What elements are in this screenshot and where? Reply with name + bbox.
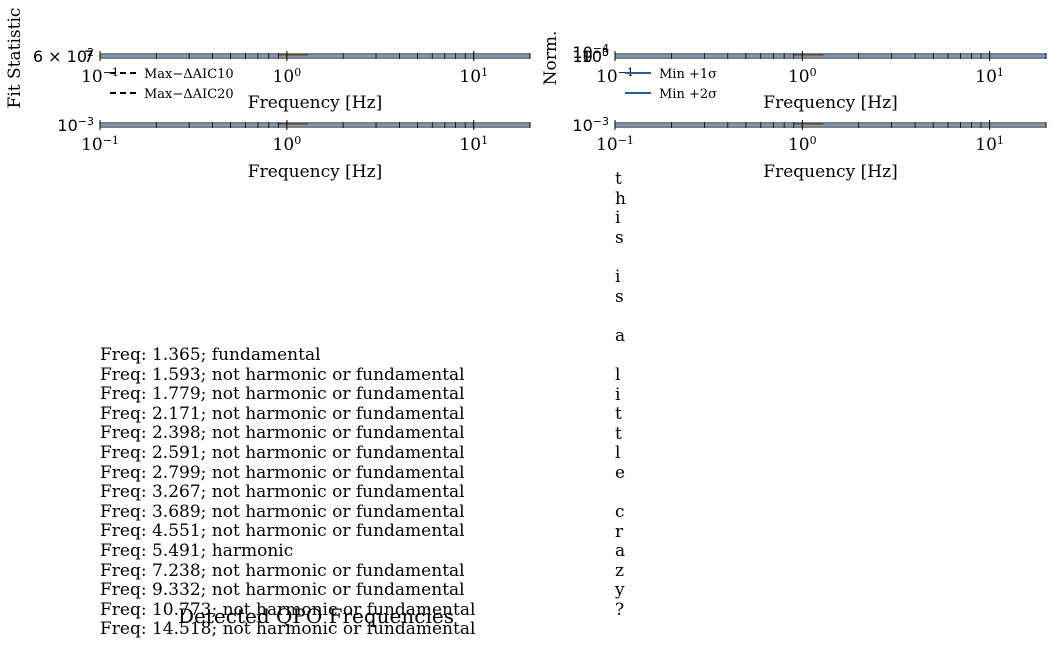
x-tick-label: 100	[788, 66, 817, 88]
x-tick-label: 101	[459, 66, 488, 88]
vertical-letter: l	[615, 364, 621, 385]
panel-bottom-left: 10−1 100 101 Frequency [Hz] 10−3	[57, 115, 531, 182]
y-axis-label: Norm.	[541, 31, 561, 86]
x-axis-label: Frequency [Hz]	[763, 162, 897, 182]
x-axis-label: Frequency [Hz]	[248, 162, 382, 182]
vertical-letter	[615, 248, 626, 268]
qpo-frequency-line: Freq: 1.365; fundamental	[100, 345, 321, 365]
vertical-letter: ?	[615, 600, 625, 621]
x-tick-label: 100	[788, 134, 817, 156]
x-tick-label: 10−1	[81, 134, 119, 156]
vertical-letter: e	[615, 462, 626, 483]
vertical-letter: c	[615, 502, 625, 523]
qpo-frequency-line: Freq: 4.551; not harmonic or fundamental	[100, 521, 465, 542]
y-tick-label: 10−3	[57, 115, 94, 136]
vertical-letter: t	[615, 423, 622, 444]
x-tick-label: 101	[975, 66, 1004, 88]
vertical-letter: t	[615, 404, 622, 425]
vertical-letter: a	[615, 325, 626, 346]
x-tick-label: 10−1	[81, 66, 119, 88]
vertical-letter: r	[615, 521, 624, 542]
vertical-letter: i	[615, 208, 621, 229]
legend-label: Min +1σ	[659, 67, 717, 82]
x-axis-label: Frequency [Hz]	[248, 93, 382, 113]
y-tick-label: 7	[84, 47, 94, 66]
x-tick-label: 100	[273, 66, 302, 88]
vertical-letter: h	[615, 188, 626, 209]
vertical-letter: l	[615, 443, 621, 464]
qpo-frequency-line: Freq: 9.332; not harmonic or fundamental	[100, 580, 465, 601]
qpo-title: Detected QPO Frequencies	[178, 604, 454, 628]
y-tick-label: 10−3	[572, 46, 609, 67]
vertical-letter: a	[615, 541, 626, 562]
qpo-frequency-line: Freq: 14.518; not harmonic or fundamenta…	[100, 619, 476, 640]
y-tick-label: 6 × 102	[33, 46, 94, 67]
x-tick-label: 101	[459, 134, 488, 156]
qpo-frequency-line: Freq: 7.238; not harmonic or fundamental	[100, 560, 465, 581]
x-tick-label: 10−1	[596, 66, 634, 88]
y-tick-label: 10−3	[572, 115, 609, 136]
qpo-frequency-list: Freq: 1.365; fundamental Freq: 1.593; not…	[100, 345, 476, 640]
x-tick-label: 101	[975, 134, 1004, 156]
y-tick-label: 10−4	[572, 42, 609, 63]
vertical-letter	[615, 346, 626, 366]
y-tick-label: 100	[582, 46, 609, 67]
panel-bottom-right: 10−1 100 101 Frequency [Hz] 10−3	[572, 115, 1047, 182]
vertical-annotation: t h i s i s a l i t t l e c r a z y?	[615, 169, 626, 621]
legend-label: Min +2σ	[659, 87, 717, 102]
qpo-frequency-line: Freq: 2.591; not harmonic or fundamental	[100, 442, 465, 463]
x-tick-label: 10−1	[596, 134, 634, 156]
vertical-letter: s	[615, 227, 624, 248]
vertical-letter: y	[615, 580, 625, 601]
legend-label: Max−ΔAIC20	[144, 87, 234, 102]
vertical-letter: t	[615, 169, 622, 189]
vertical-letter: i	[615, 266, 621, 287]
vertical-letter: i	[615, 384, 621, 405]
qpo-frequency-line: Freq: 10.773; not harmonic or fundamenta…	[100, 599, 476, 620]
y-axis-label: Fit Statistic	[5, 8, 25, 109]
qpo-frequency-line: Freq: 3.689; not harmonic or fundamental	[100, 501, 465, 522]
vertical-letter: s	[615, 286, 624, 307]
vertical-letter: z	[615, 560, 624, 581]
legend-label: Max−ΔAIC10	[144, 67, 234, 82]
x-tick-label: 100	[273, 134, 302, 156]
x-axis-label: Frequency [Hz]	[763, 93, 897, 113]
qpo-frequency-line: Freq: 1.779; not harmonic or fundamental	[100, 384, 465, 405]
qpo-frequency-line: Freq: 2.398; not harmonic or fundamental	[100, 423, 465, 444]
qpo-frequency-line: Freq: 2.171; not harmonic or fundamental	[100, 403, 465, 424]
qpo-frequency-line: Freq: 2.799; not harmonic or fundamental	[100, 462, 465, 483]
qpo-frequency-line: Freq: 3.267; not harmonic or fundamental	[100, 482, 465, 503]
vertical-letter	[615, 307, 626, 327]
qpo-frequency-line: Freq: 5.491; harmonic	[100, 540, 294, 561]
vertical-letter	[615, 484, 626, 504]
qpo-frequency-line: Freq: 1.593; not harmonic or fundamental	[100, 364, 465, 385]
